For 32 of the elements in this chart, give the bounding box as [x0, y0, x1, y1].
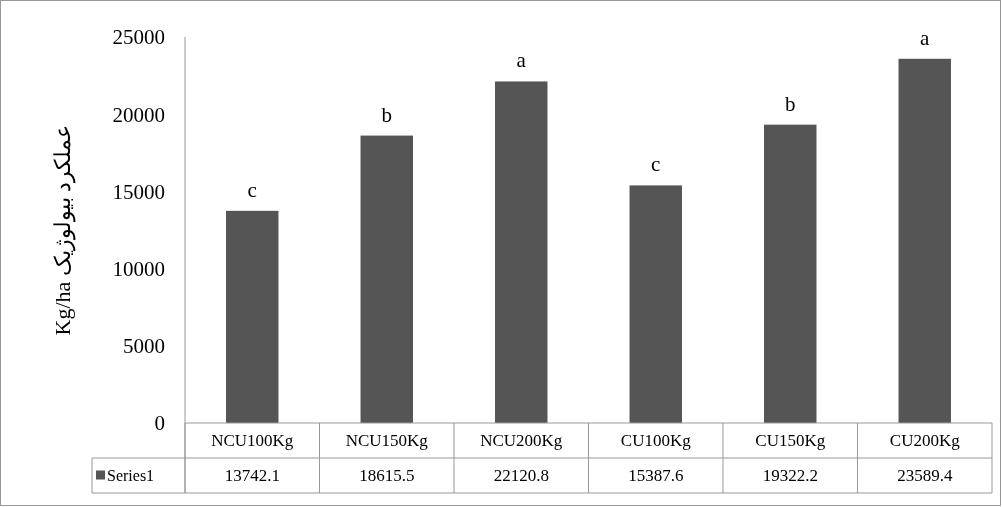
- annotation: a: [920, 25, 931, 50]
- x-tick-label: CU150Kg: [755, 431, 826, 451]
- data-label: 13742.1: [224, 466, 280, 486]
- y-tick-label: 20000: [112, 102, 165, 127]
- x-tick-label: NCU150Kg: [345, 431, 429, 451]
- x-tick-label: NCU100Kg: [211, 431, 294, 451]
- bar: [360, 135, 413, 423]
- data-label: 19322.2: [762, 466, 818, 486]
- x-tick-label: NCU200Kg: [480, 431, 563, 451]
- data-label: 23589.4: [897, 466, 953, 486]
- bar: [898, 58, 951, 423]
- y-tick-label: 15000: [112, 179, 165, 204]
- y-tick-label: 0: [154, 411, 165, 436]
- annotation: a: [516, 48, 527, 73]
- bar: [226, 210, 279, 423]
- annotation: c: [651, 152, 661, 177]
- legend-label: Series1: [107, 467, 155, 485]
- annotation: b: [785, 91, 796, 116]
- y-tick-label: 5000: [123, 334, 165, 359]
- annotation: c: [247, 177, 257, 202]
- bar: [764, 124, 817, 423]
- annotation: b: [381, 102, 392, 127]
- x-tick-label: CU200Kg: [889, 431, 961, 451]
- data-label: 15387.6: [628, 466, 684, 486]
- data-label: 22120.8: [493, 466, 549, 486]
- bar: [495, 81, 548, 423]
- y-tick-label: 25000: [112, 25, 165, 50]
- y-tick-label: 10000: [112, 256, 165, 281]
- bar: [629, 185, 682, 423]
- x-tick-label: CU100Kg: [620, 431, 692, 451]
- data-label: 18615.5: [359, 466, 415, 486]
- y-axis-title: Kg/ha عملکرد بیولوژیک: [50, 124, 76, 336]
